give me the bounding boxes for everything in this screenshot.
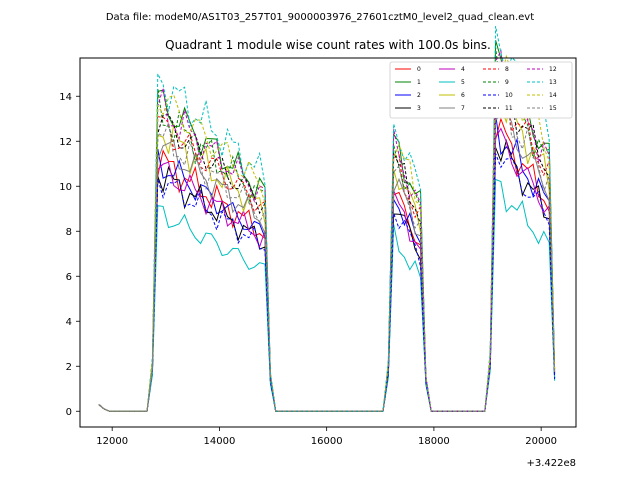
legend-label-14: 14 — [549, 92, 557, 99]
series-line-module-3 — [98, 138, 556, 412]
x-tick-label: 20000 — [525, 436, 557, 447]
x-tick-label: 18000 — [418, 436, 450, 447]
series-line-module-15 — [98, 90, 556, 412]
legend-label-1: 1 — [417, 79, 421, 86]
x-tick-label: 12000 — [96, 436, 128, 447]
legend-label-0: 0 — [417, 66, 421, 73]
legend-label-15: 15 — [549, 105, 557, 112]
x-tick-label: 14000 — [204, 436, 236, 447]
y-tick-label: 0 — [66, 407, 72, 418]
x-offset-label: +3.422e8 — [526, 458, 576, 469]
data-file-label: Data file: modeM0/AS1T03_257T01_90000039… — [106, 12, 534, 23]
legend-label-6: 6 — [461, 92, 465, 99]
y-tick-label: 2 — [66, 362, 72, 373]
series-line-module-5 — [98, 178, 556, 412]
y-tick-label: 14 — [59, 92, 72, 103]
series-line-module-10 — [98, 153, 556, 412]
legend-label-10: 10 — [505, 92, 513, 99]
series-line-module-8 — [98, 69, 556, 412]
legend-label-13: 13 — [549, 79, 557, 86]
series-line-module-6 — [98, 97, 556, 412]
series-line-module-14 — [98, 54, 556, 412]
series-layer — [98, 26, 556, 412]
x-tick-label: 16000 — [311, 436, 343, 447]
legend-label-2: 2 — [417, 92, 421, 99]
legend-label-12: 12 — [549, 66, 557, 73]
legend-label-5: 5 — [461, 79, 465, 86]
legend-label-4: 4 — [461, 66, 465, 73]
x-axis: 12000 14000 16000 18000 20000 — [96, 427, 557, 447]
legend-box — [389, 61, 573, 119]
legend-label-11: 11 — [505, 105, 513, 112]
y-tick-label: 4 — [66, 317, 72, 328]
legend-label-8: 8 — [505, 66, 509, 73]
series-line-module-11 — [98, 70, 556, 412]
y-tick-label: 10 — [59, 182, 72, 193]
y-axis: 0 2 4 6 8 10 12 14 — [59, 92, 80, 418]
legend-label-7: 7 — [461, 105, 465, 112]
legend-label-3: 3 — [417, 105, 421, 112]
legend-label-9: 9 — [505, 79, 509, 86]
plot-area — [79, 26, 577, 428]
axes-frame — [79, 57, 577, 428]
chart-title: Quadrant 1 module wise count rates with … — [165, 38, 491, 52]
y-tick-label: 12 — [59, 137, 72, 148]
series-line-module-4 — [98, 127, 556, 412]
y-tick-label: 6 — [66, 272, 72, 283]
y-tick-label: 8 — [66, 227, 72, 238]
series-line-module-7 — [98, 108, 556, 412]
